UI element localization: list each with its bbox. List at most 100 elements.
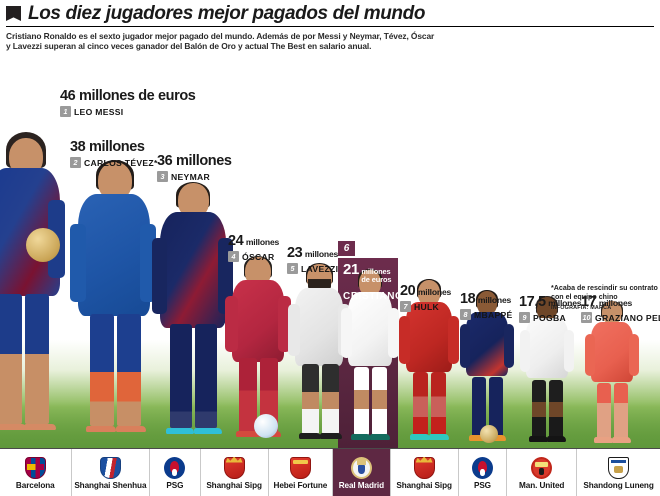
chart-stage: 46 millones de euros 1 LEO MESSI 38 mill… bbox=[0, 62, 660, 448]
arm-left bbox=[585, 334, 595, 376]
shoe-left bbox=[299, 433, 321, 439]
amount-row-graziano-pelle: 17 millones bbox=[581, 295, 660, 310]
legs bbox=[413, 372, 446, 436]
unit-pogba: millones bbox=[548, 298, 582, 308]
arm-right bbox=[278, 296, 291, 352]
rank-badge-9: 9 bbox=[519, 312, 530, 323]
rank-badge-6: 6 bbox=[338, 241, 355, 256]
torso bbox=[295, 288, 343, 366]
leg-right bbox=[372, 367, 387, 435]
club-name: Shanghai Shenhua bbox=[74, 480, 147, 490]
amount-row-hulk: 20 millones bbox=[400, 284, 451, 299]
club-cell-psg-2[interactable]: PSG bbox=[457, 449, 507, 496]
value-label-oscar: 24 millones 4 ÓSCAR bbox=[228, 234, 279, 262]
club-name: Shanghai Sipg bbox=[206, 480, 262, 490]
player-name-tevez: CARLOS TÉVEZ* bbox=[84, 157, 158, 168]
subtitle: Cristiano Ronaldo es el sexto jugador me… bbox=[6, 31, 435, 52]
club-cell-man-united[interactable]: Man. United bbox=[506, 449, 576, 496]
footnote-text: *Acaba de rescindir su contrato con el e… bbox=[551, 284, 658, 301]
leg-left bbox=[0, 294, 22, 424]
unit-lavezzi: millones bbox=[304, 249, 339, 259]
player-name-graziano-pelle: GRAZIANO PELLÈ bbox=[595, 312, 660, 323]
rank-badge-1: 1 bbox=[60, 106, 71, 117]
player-name-mbappe: MBAPPÉ bbox=[474, 309, 513, 320]
value-label-graziano-pelle: 17 millones 10 GRAZIANO PELLÈ bbox=[581, 295, 660, 323]
shoe-left bbox=[236, 431, 259, 437]
shoe-left bbox=[0, 424, 26, 430]
amount-tevez: 38 millones bbox=[70, 139, 145, 155]
head bbox=[418, 280, 440, 306]
player-figure-mbappe bbox=[460, 282, 514, 448]
club-cell-shanghai-sipg-1[interactable]: Shanghai Sipg bbox=[199, 449, 268, 496]
club-cell-barcelona[interactable]: Barcelona bbox=[0, 449, 71, 496]
player-figure-cristiano bbox=[341, 262, 399, 448]
hebei-fortune-crest-icon bbox=[289, 456, 311, 479]
shoe-left bbox=[410, 434, 430, 440]
real-madrid-crest-icon bbox=[350, 456, 372, 479]
torso bbox=[466, 312, 508, 376]
shoe-left bbox=[469, 435, 488, 441]
player-name-oscar: ÓSCAR bbox=[242, 251, 275, 262]
torso bbox=[232, 280, 284, 362]
head bbox=[602, 301, 622, 324]
club-cell-shanghai-sipg-2[interactable]: Shanghai Sipg bbox=[389, 449, 458, 496]
club-cell-shandong-luneng[interactable]: Shandong Luneng bbox=[576, 449, 660, 496]
man-united-crest-icon bbox=[531, 456, 553, 479]
amount-row-pogba: 17,5 millones bbox=[519, 295, 582, 310]
value-label-tevez: 38 millones 2 CARLOS TÉVEZ* bbox=[70, 140, 158, 168]
rank-badge-8: 8 bbox=[460, 309, 471, 320]
legs bbox=[239, 358, 278, 432]
unit-cristiano-line2: de euros bbox=[361, 274, 392, 284]
torso bbox=[78, 194, 150, 316]
club-cell-psg-1[interactable]: PSG bbox=[149, 449, 199, 496]
unit-mbappe: millones bbox=[477, 295, 512, 305]
footnote-block: *Acaba de rescindir su contrato con el e… bbox=[551, 284, 659, 311]
torso bbox=[406, 302, 452, 372]
club-name: Hebei Fortune bbox=[273, 480, 328, 490]
shoe-left bbox=[529, 436, 548, 442]
legs bbox=[354, 367, 387, 435]
amount-mbappe: 18 bbox=[460, 291, 476, 307]
amount-row-mbappe: 18 millones bbox=[460, 292, 513, 307]
club-name: Barcelona bbox=[15, 480, 55, 490]
shoe-right bbox=[24, 424, 56, 430]
rank-badge-7: 7 bbox=[400, 301, 411, 312]
shoe-left bbox=[86, 426, 116, 432]
name-row-graziano-pelle: 10 GRAZIANO PELLÈ bbox=[581, 312, 660, 323]
player-name-lavezzi: LAVEZZI bbox=[301, 263, 339, 274]
player-name-pogba: POGBA bbox=[533, 312, 567, 323]
leg-left bbox=[472, 377, 486, 437]
name-row-messi: 1 LEO MESSI bbox=[60, 106, 195, 117]
title-divider bbox=[6, 26, 654, 27]
ball bbox=[480, 425, 498, 443]
unit-cristiano: millones de euros bbox=[361, 268, 391, 283]
player-figure-tevez bbox=[70, 148, 164, 448]
club-name: Shanghai Sipg bbox=[396, 480, 452, 490]
club-cell-hebei-fortune[interactable]: Hebei Fortune bbox=[267, 449, 333, 496]
value-label-cristiano: 21 millones de euros CRISTIANO bbox=[343, 262, 403, 304]
leg-right bbox=[25, 294, 49, 424]
ball bbox=[254, 414, 278, 438]
leg-right bbox=[549, 380, 563, 438]
unit-graziano-pelle: millones bbox=[598, 298, 633, 308]
legs bbox=[472, 377, 503, 437]
shanghai-shenhua-crest-icon bbox=[99, 456, 121, 479]
club-cell-shanghai-shenhua[interactable]: Shanghai Shenhua bbox=[70, 449, 150, 496]
shoe-right bbox=[612, 437, 631, 443]
shoe-right bbox=[547, 436, 566, 442]
name-row-oscar: 4 ÓSCAR bbox=[228, 251, 279, 262]
rank-badge-2: 2 bbox=[70, 157, 81, 168]
shandong-luneng-crest-icon bbox=[608, 456, 630, 479]
name-row-pogba: 9 POGBA bbox=[519, 312, 581, 323]
leg-left bbox=[597, 383, 611, 439]
amount-cristiano: 21 bbox=[343, 261, 359, 278]
name-row-neymar: 3 NEYMAR bbox=[157, 171, 232, 182]
value-label-pogba: 17,5 millones 9 POGBA bbox=[519, 295, 582, 323]
arm-right bbox=[448, 316, 459, 364]
name-row-lavezzi: 5 LAVEZZI bbox=[287, 263, 338, 274]
leg-right bbox=[195, 324, 217, 428]
club-name: PSG bbox=[166, 480, 184, 490]
title-row: Los diez jugadores mejor pagados del mun… bbox=[6, 4, 425, 23]
club-cell-real-madrid[interactable]: Real Madrid bbox=[332, 449, 390, 496]
